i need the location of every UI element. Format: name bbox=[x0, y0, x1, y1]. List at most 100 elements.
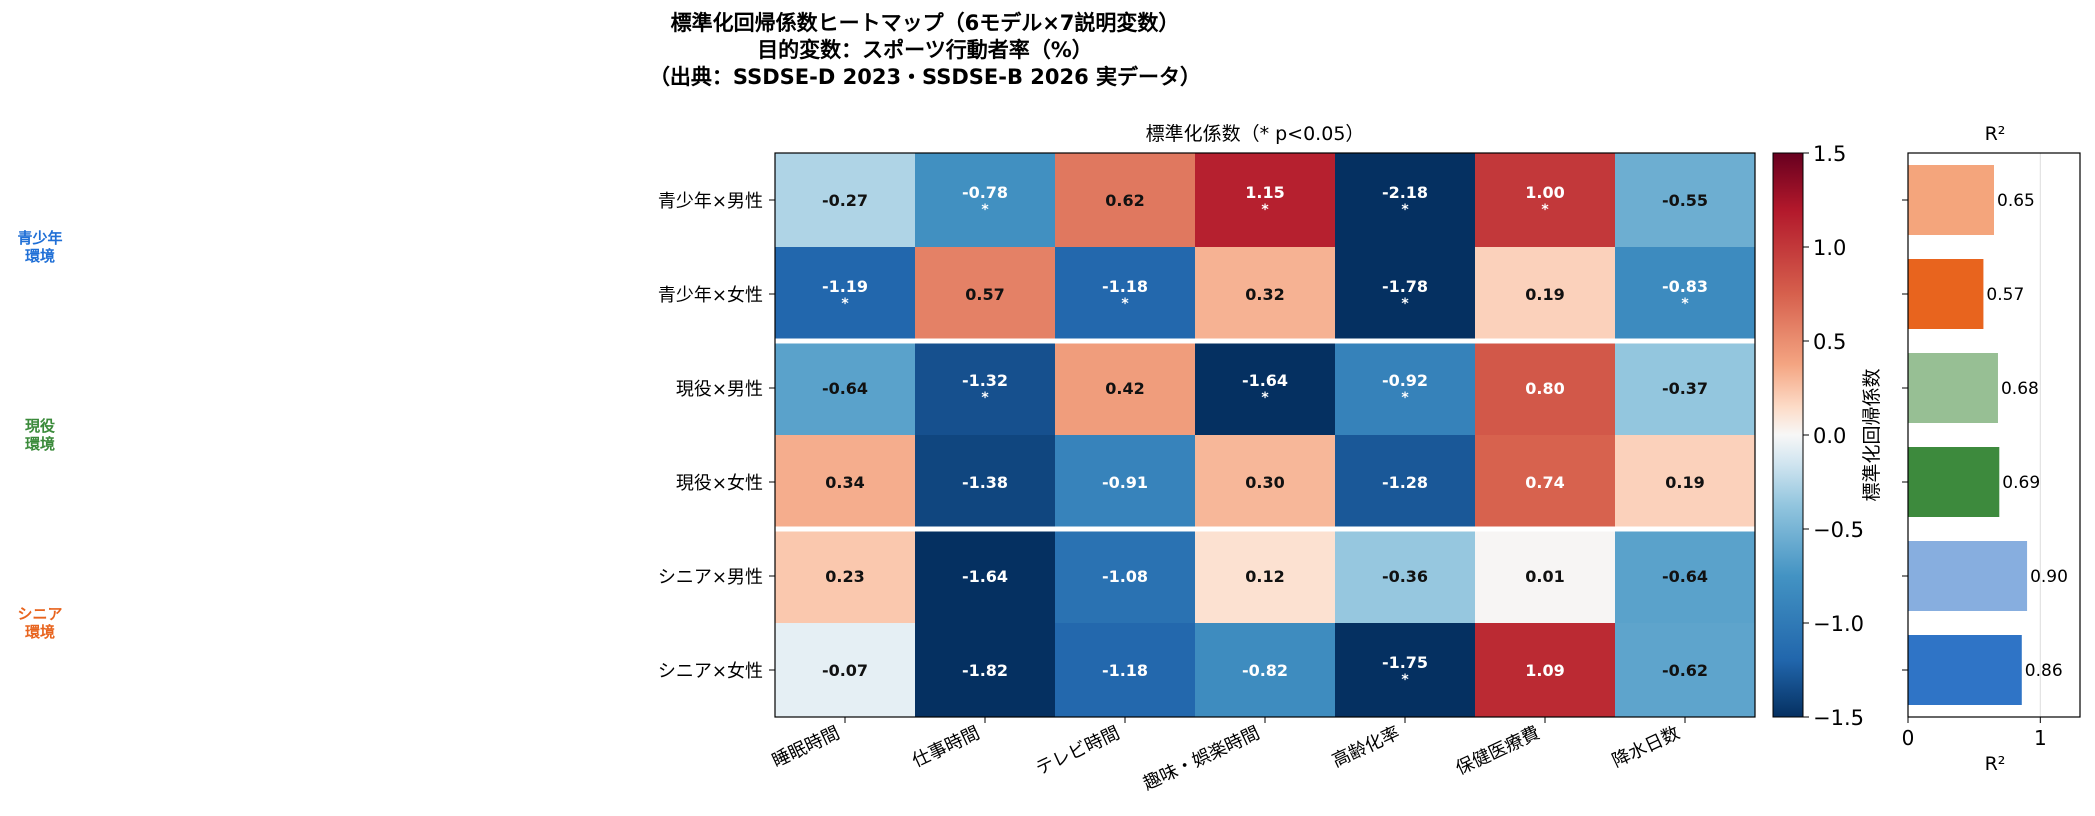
r2-x-tick-label: 1 bbox=[2034, 726, 2047, 750]
heatmap-cell-value: -1.19 bbox=[822, 277, 868, 296]
chart-title: 標準化回帰係数ヒートマップ（6モデル×7説明変数） 目的変数：スポーツ行動者率（… bbox=[480, 10, 1370, 91]
significance-marker: * bbox=[841, 296, 849, 312]
significance-marker: * bbox=[1541, 202, 1549, 218]
heatmap-cell bbox=[1335, 247, 1475, 341]
significance-marker: * bbox=[981, 202, 989, 218]
heatmap-cell bbox=[915, 247, 1055, 341]
colorbar-tick-label: 1.5 bbox=[1813, 142, 1846, 166]
heatmap-cell-value: -1.78 bbox=[1382, 277, 1428, 296]
heatmap-cell bbox=[1195, 247, 1335, 341]
heatmap-cell bbox=[1335, 623, 1475, 717]
heatmap-cell-value: -0.64 bbox=[822, 379, 868, 398]
heatmap-cell bbox=[1195, 153, 1335, 247]
heatmap-cell-value: -0.78 bbox=[962, 183, 1008, 202]
chart-title-line-1: 標準化回帰係数ヒートマップ（6モデル×7説明変数） bbox=[670, 11, 1180, 35]
heatmap-cell-value: -1.75 bbox=[1382, 653, 1428, 672]
heatmap-cell-value: -1.64 bbox=[1242, 371, 1288, 390]
r2-value-label: 0.65 bbox=[1997, 191, 2035, 211]
heatmap-cell bbox=[1055, 435, 1195, 529]
heatmap-cell bbox=[1195, 623, 1335, 717]
r2-value-label: 0.57 bbox=[1986, 285, 2024, 305]
heatmap-cell-value: -0.07 bbox=[822, 661, 868, 680]
column-label: 趣味・娯楽時間 bbox=[1140, 722, 1263, 794]
group-label: 環境 bbox=[25, 247, 55, 265]
r2-bar bbox=[1908, 541, 2028, 611]
heatmap: -0.27 -0.78* 0.62 1.15*-2.18*1.00* -0.55-1.1… bbox=[658, 152, 1756, 795]
significance-marker: * bbox=[1261, 390, 1269, 406]
row-label: 青少年×女性 bbox=[658, 285, 763, 306]
heatmap-cell-value: -1.32 bbox=[962, 371, 1008, 390]
r2-value-label: 0.90 bbox=[2030, 567, 2068, 587]
significance-marker: * bbox=[1401, 296, 1409, 312]
significance-marker: * bbox=[981, 390, 989, 406]
heatmap-cell-value: 0.80 bbox=[1525, 379, 1564, 398]
heatmap-cell-value: -0.91 bbox=[1102, 473, 1148, 492]
heatmap-cell-value: -0.92 bbox=[1382, 371, 1428, 390]
heatmap-cell bbox=[1335, 341, 1475, 435]
significance-marker: * bbox=[1121, 296, 1129, 312]
heatmap-cell-value: -0.62 bbox=[1662, 661, 1708, 680]
heatmap-cell bbox=[1615, 341, 1755, 435]
r2-bar bbox=[1908, 259, 1984, 329]
r2-bar-chart: 0.65 0.57 0.68 0.69 0.90 0.86 0 1 bbox=[1902, 152, 2081, 750]
heatmap-cell-value: 0.57 bbox=[965, 285, 1004, 304]
heatmap-cell bbox=[1615, 529, 1755, 623]
heatmap-cell bbox=[1335, 529, 1475, 623]
heatmap-cell-value: -0.27 bbox=[822, 191, 868, 210]
colorbar-tick-label: 0.0 bbox=[1813, 424, 1846, 448]
r2-bar bbox=[1908, 353, 1998, 423]
heatmap-cell-value: 1.15 bbox=[1245, 183, 1284, 202]
heatmap-cell bbox=[1195, 529, 1335, 623]
heatmap-cell-value: 0.19 bbox=[1525, 285, 1564, 304]
column-label: テレビ時間 bbox=[1033, 722, 1123, 779]
heatmap-cell-value: -1.64 bbox=[962, 567, 1008, 586]
heatmap-cell-value: -0.64 bbox=[1662, 567, 1708, 586]
group-label: 環境 bbox=[25, 623, 55, 641]
heatmap-cell-value: 0.19 bbox=[1665, 473, 1704, 492]
row-label: 現役×男性 bbox=[676, 379, 763, 400]
heatmap-cell-value: 0.12 bbox=[1245, 567, 1284, 586]
heatmap-cell bbox=[1475, 153, 1615, 247]
r2-value-label: 0.68 bbox=[2001, 379, 2039, 399]
row-label: シニア×女性 bbox=[658, 661, 763, 682]
row-label: シニア×男性 bbox=[658, 567, 763, 588]
significance-marker: * bbox=[1681, 296, 1689, 312]
heatmap-cell-value: -0.83 bbox=[1662, 277, 1708, 296]
heatmap-cell-value: -2.18 bbox=[1382, 183, 1428, 202]
heatmap-cell-value: -1.38 bbox=[962, 473, 1008, 492]
heatmap-cell bbox=[1055, 247, 1195, 341]
heatmap-cell-value: 0.42 bbox=[1105, 379, 1144, 398]
r2-value-label: 0.86 bbox=[2025, 661, 2063, 681]
heatmap-cell bbox=[1335, 435, 1475, 529]
heatmap-cell bbox=[1615, 623, 1755, 717]
heatmap-cell bbox=[1475, 623, 1615, 717]
group-label: シニア bbox=[17, 605, 62, 623]
row-label: 青少年×男性 bbox=[658, 191, 763, 212]
chart-title-line-2: 目的変数：スポーツ行動者率（%） bbox=[757, 38, 1093, 62]
heatmap-cell-value: -1.28 bbox=[1382, 473, 1428, 492]
heatmap-cell bbox=[775, 153, 915, 247]
group-label: 現役 bbox=[25, 417, 55, 435]
heatmap-cell bbox=[1475, 435, 1615, 529]
heatmap-cell-value: 0.01 bbox=[1525, 567, 1564, 586]
heatmap-cell bbox=[775, 341, 915, 435]
heatmap-cell bbox=[1055, 153, 1195, 247]
r2-bar bbox=[1908, 165, 1994, 235]
heatmap-cell bbox=[1615, 435, 1755, 529]
heatmap-cell-value: -0.36 bbox=[1382, 567, 1428, 586]
colorbar-tick-label: −1.5 bbox=[1813, 706, 1864, 730]
heatmap-cell bbox=[915, 153, 1055, 247]
r2-x-tick-label: 0 bbox=[1902, 726, 1915, 750]
significance-marker: * bbox=[1261, 202, 1269, 218]
heatmap-cell-value: -0.55 bbox=[1662, 191, 1708, 210]
column-label: 仕事時間 bbox=[909, 722, 983, 771]
heatmap-cell bbox=[915, 623, 1055, 717]
heatmap-cell bbox=[1475, 247, 1615, 341]
heatmap-cell-value: 0.62 bbox=[1105, 191, 1144, 210]
heatmap-cell bbox=[1055, 529, 1195, 623]
heatmap-cell-value: -1.18 bbox=[1102, 661, 1148, 680]
heatmap-cell-value: 0.30 bbox=[1245, 473, 1284, 492]
heatmap-cell bbox=[775, 435, 915, 529]
heatmap-subtitle: 標準化係数（* p<0.05） bbox=[1146, 123, 1365, 145]
